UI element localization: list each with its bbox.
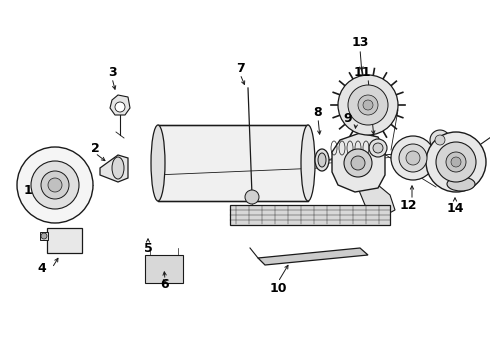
- Ellipse shape: [318, 153, 326, 167]
- Text: 6: 6: [161, 279, 170, 292]
- Circle shape: [399, 144, 427, 172]
- Ellipse shape: [447, 177, 475, 191]
- Polygon shape: [110, 95, 130, 115]
- Text: 8: 8: [314, 105, 322, 118]
- Circle shape: [17, 147, 93, 223]
- Circle shape: [435, 135, 445, 145]
- Ellipse shape: [315, 149, 329, 171]
- Text: 10: 10: [269, 282, 287, 294]
- Text: 13: 13: [351, 36, 368, 49]
- Ellipse shape: [301, 125, 315, 201]
- Ellipse shape: [112, 157, 124, 179]
- Bar: [47, 228, 82, 253]
- Polygon shape: [358, 180, 395, 218]
- Text: 1: 1: [24, 184, 32, 197]
- Text: 12: 12: [399, 198, 417, 212]
- Text: 3: 3: [108, 66, 116, 78]
- Text: 5: 5: [144, 242, 152, 255]
- Text: 7: 7: [236, 62, 245, 75]
- Circle shape: [446, 152, 466, 172]
- Text: 4: 4: [38, 261, 47, 274]
- Text: 9: 9: [343, 112, 352, 125]
- Circle shape: [363, 100, 373, 110]
- Circle shape: [373, 143, 383, 153]
- Circle shape: [369, 139, 387, 157]
- Circle shape: [338, 75, 398, 135]
- Circle shape: [430, 130, 450, 150]
- Text: 2: 2: [91, 141, 99, 154]
- Circle shape: [351, 156, 365, 170]
- Bar: [158, 125, 308, 201]
- Circle shape: [41, 171, 69, 199]
- Polygon shape: [100, 155, 128, 182]
- Circle shape: [358, 95, 378, 115]
- Circle shape: [426, 132, 486, 192]
- Circle shape: [391, 136, 435, 180]
- Circle shape: [348, 85, 388, 125]
- Bar: [230, 205, 390, 225]
- Circle shape: [31, 161, 79, 209]
- Circle shape: [48, 178, 62, 192]
- Ellipse shape: [151, 125, 165, 201]
- Circle shape: [451, 157, 461, 167]
- Text: 11: 11: [353, 66, 371, 78]
- Bar: [40, 232, 48, 240]
- Polygon shape: [332, 133, 385, 192]
- Text: 14: 14: [446, 202, 464, 215]
- Circle shape: [245, 190, 259, 204]
- Circle shape: [406, 151, 420, 165]
- Circle shape: [115, 102, 125, 112]
- Bar: [145, 255, 183, 283]
- Circle shape: [436, 142, 476, 182]
- Circle shape: [344, 149, 372, 177]
- Polygon shape: [258, 248, 368, 265]
- Circle shape: [41, 233, 47, 239]
